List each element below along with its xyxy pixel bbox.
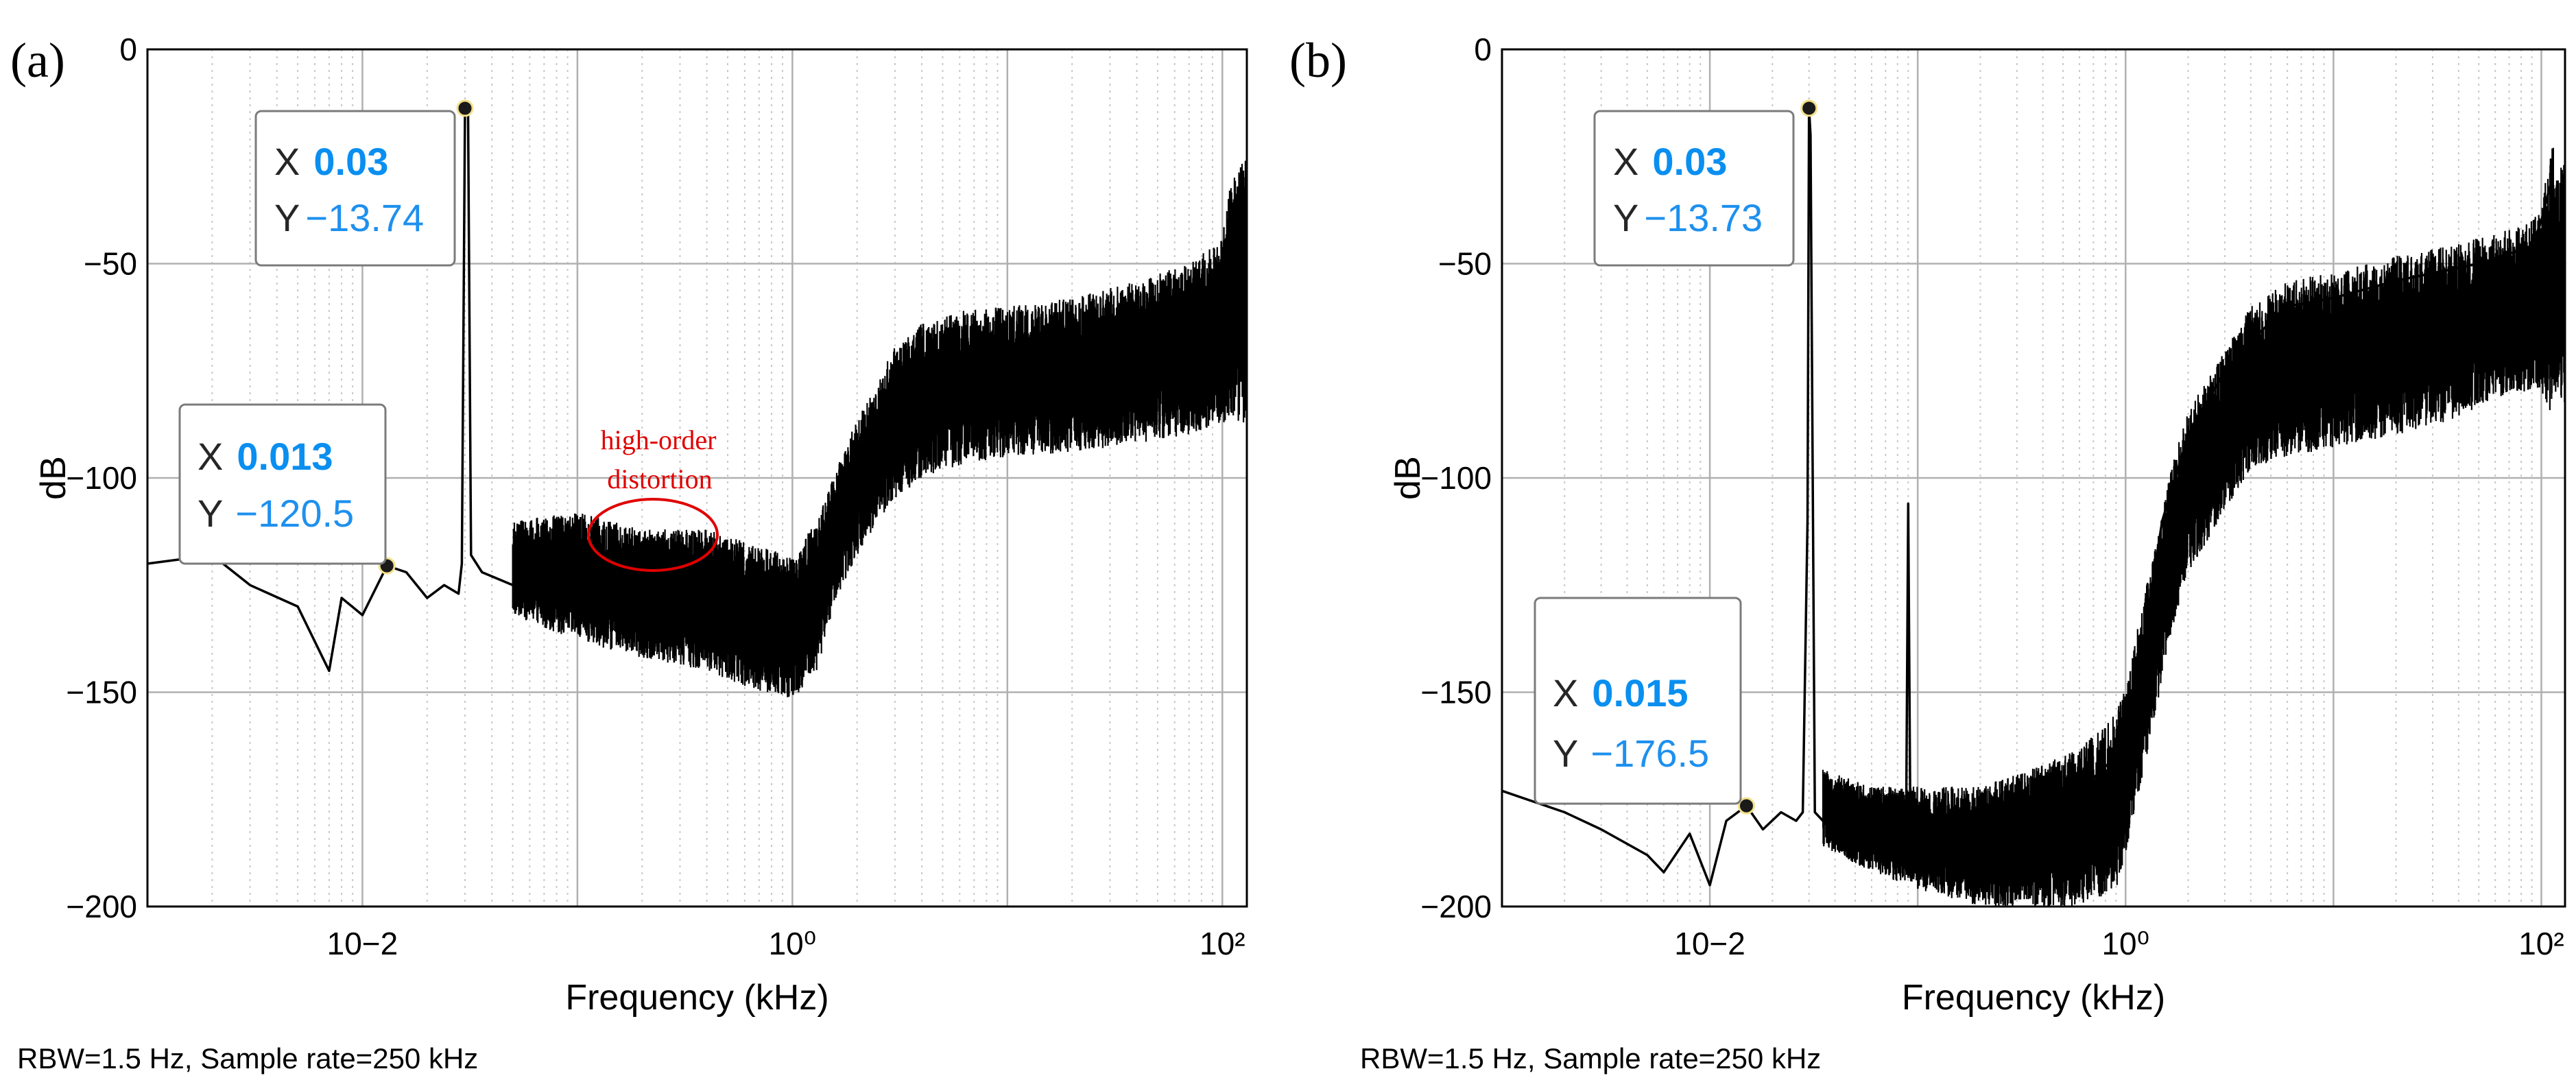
y-tick-label: −150 <box>66 675 137 710</box>
annotation-line-1: high-order <box>601 424 717 455</box>
data-tip-x-row: X 0.013 <box>198 435 333 478</box>
y-tick-label: −100 <box>66 460 137 496</box>
data-tip-y-row: Y −13.74 <box>274 196 424 239</box>
x-ticks-a: 10−2 10⁰ 10² <box>327 926 1245 961</box>
data-tip-x-label: X <box>198 435 223 478</box>
panel-label-b: (b) <box>1289 33 1347 88</box>
marker-dot[interactable] <box>1737 797 1755 815</box>
data-tip-peak-b[interactable]: X 0.03 Y −13.73 <box>1593 110 1795 267</box>
distortion-annotation: high-order distortion <box>587 424 719 572</box>
data-tip-box <box>254 110 456 267</box>
panel-b: (b) 0 −50 −100 −150 −200 10−2 10⁰ 10² Fr… <box>1289 32 2566 1075</box>
noise-band <box>1822 147 2566 907</box>
data-tip-y-value: −13.73 <box>1644 196 1763 239</box>
data-tip-x-row: X 0.015 <box>1553 671 1689 715</box>
data-tip-x-row: X 0.03 <box>1613 140 1727 183</box>
data-tip-box <box>1534 597 1742 805</box>
data-tip-y-value: −120.5 <box>235 492 354 535</box>
marker-point[interactable] <box>456 99 474 117</box>
x-axis-label-a: Frequency (kHz) <box>565 978 828 1018</box>
y-tick-label: −200 <box>1420 889 1492 924</box>
data-tip-floor-a[interactable]: X 0.013 Y −120.5 <box>178 403 387 565</box>
x-tick-label: 10⁰ <box>2101 926 2149 961</box>
marker-point[interactable] <box>1737 797 1755 815</box>
y-tick-label: −50 <box>84 246 137 282</box>
data-tip-y-value: −13.74 <box>305 196 424 239</box>
y-ticks-a: 0 −50 −100 −150 −200 <box>66 32 137 924</box>
y-axis-label-b: dB <box>1388 456 1428 500</box>
y-tick-label: −200 <box>66 889 137 924</box>
data-tip-x-value: 0.015 <box>1592 671 1688 715</box>
data-tip-peak-a[interactable]: X 0.03 Y −13.74 <box>254 110 456 267</box>
panel-a: (a) 0 −50 −100 −150 −200 10−2 10⁰ 10² Fr… <box>10 32 1248 1075</box>
data-tip-floor-b[interactable]: X 0.015 Y −176.5 <box>1534 597 1742 805</box>
data-tip-x-value: 0.013 <box>237 435 333 478</box>
annotation-line-2: distortion <box>607 464 712 494</box>
data-tip-x-value: 0.03 <box>1652 140 1727 183</box>
x-tick-label: 10−2 <box>327 926 398 961</box>
x-tick-label: 10−2 <box>1674 926 1745 961</box>
y-tick-label: −150 <box>1420 675 1492 710</box>
x-tick-label: 10² <box>2518 926 2564 961</box>
data-tip-x-label: X <box>1553 671 1578 715</box>
grid-a <box>146 48 1247 908</box>
panel-label-a: (a) <box>10 33 65 88</box>
plot-frame-a <box>146 48 1248 908</box>
data-tip-y-row: Y −176.5 <box>1553 732 1709 775</box>
data-tip-y-row: Y −13.73 <box>1613 196 1763 239</box>
data-tip-y-label: Y <box>1553 732 1578 775</box>
data-tip-y-label: Y <box>198 492 223 535</box>
data-tip-x-value: 0.03 <box>313 140 388 183</box>
data-tip-box <box>1593 110 1795 267</box>
y-tick-label: 0 <box>1474 32 1492 67</box>
noise-envelope-b <box>1822 147 2566 907</box>
data-tip-x-label: X <box>1613 140 1638 183</box>
data-tip-x-row: X 0.03 <box>274 140 388 183</box>
x-ticks-b: 10−2 10⁰ 10² <box>1674 926 2564 961</box>
x-axis-label-b: Frequency (kHz) <box>1902 978 2165 1018</box>
data-tip-y-label: Y <box>1613 196 1638 239</box>
footer-note-a: RBW=1.5 Hz, Sample rate=250 kHz <box>17 1042 478 1075</box>
data-tip-y-value: −176.5 <box>1590 732 1709 775</box>
y-tick-label: 0 <box>119 32 137 67</box>
marker-point[interactable] <box>1800 99 1818 117</box>
data-tip-x-label: X <box>274 140 300 183</box>
series-line-b <box>1501 107 2566 887</box>
y-axis-label-a: dB <box>34 456 73 500</box>
y-tick-label: −50 <box>1438 246 1492 282</box>
plot-frame-b <box>1501 48 2566 908</box>
annotation-ellipse <box>587 498 719 572</box>
series-line <box>1501 107 2566 887</box>
y-tick-label: −100 <box>1420 460 1492 496</box>
series-line-a <box>147 107 1248 673</box>
data-tip-box <box>178 403 387 565</box>
marker-dot[interactable] <box>456 99 474 117</box>
marker-dot[interactable] <box>1800 99 1818 117</box>
data-tip-y-label: Y <box>274 196 300 239</box>
y-ticks-b: 0 −50 −100 −150 −200 <box>1420 32 1492 924</box>
x-tick-label: 10² <box>1200 926 1245 961</box>
data-tip-y-row: Y −120.5 <box>198 492 354 535</box>
series-line <box>147 107 1248 673</box>
footer-note-b: RBW=1.5 Hz, Sample rate=250 kHz <box>1360 1042 1821 1075</box>
x-tick-label: 10⁰ <box>769 926 817 961</box>
